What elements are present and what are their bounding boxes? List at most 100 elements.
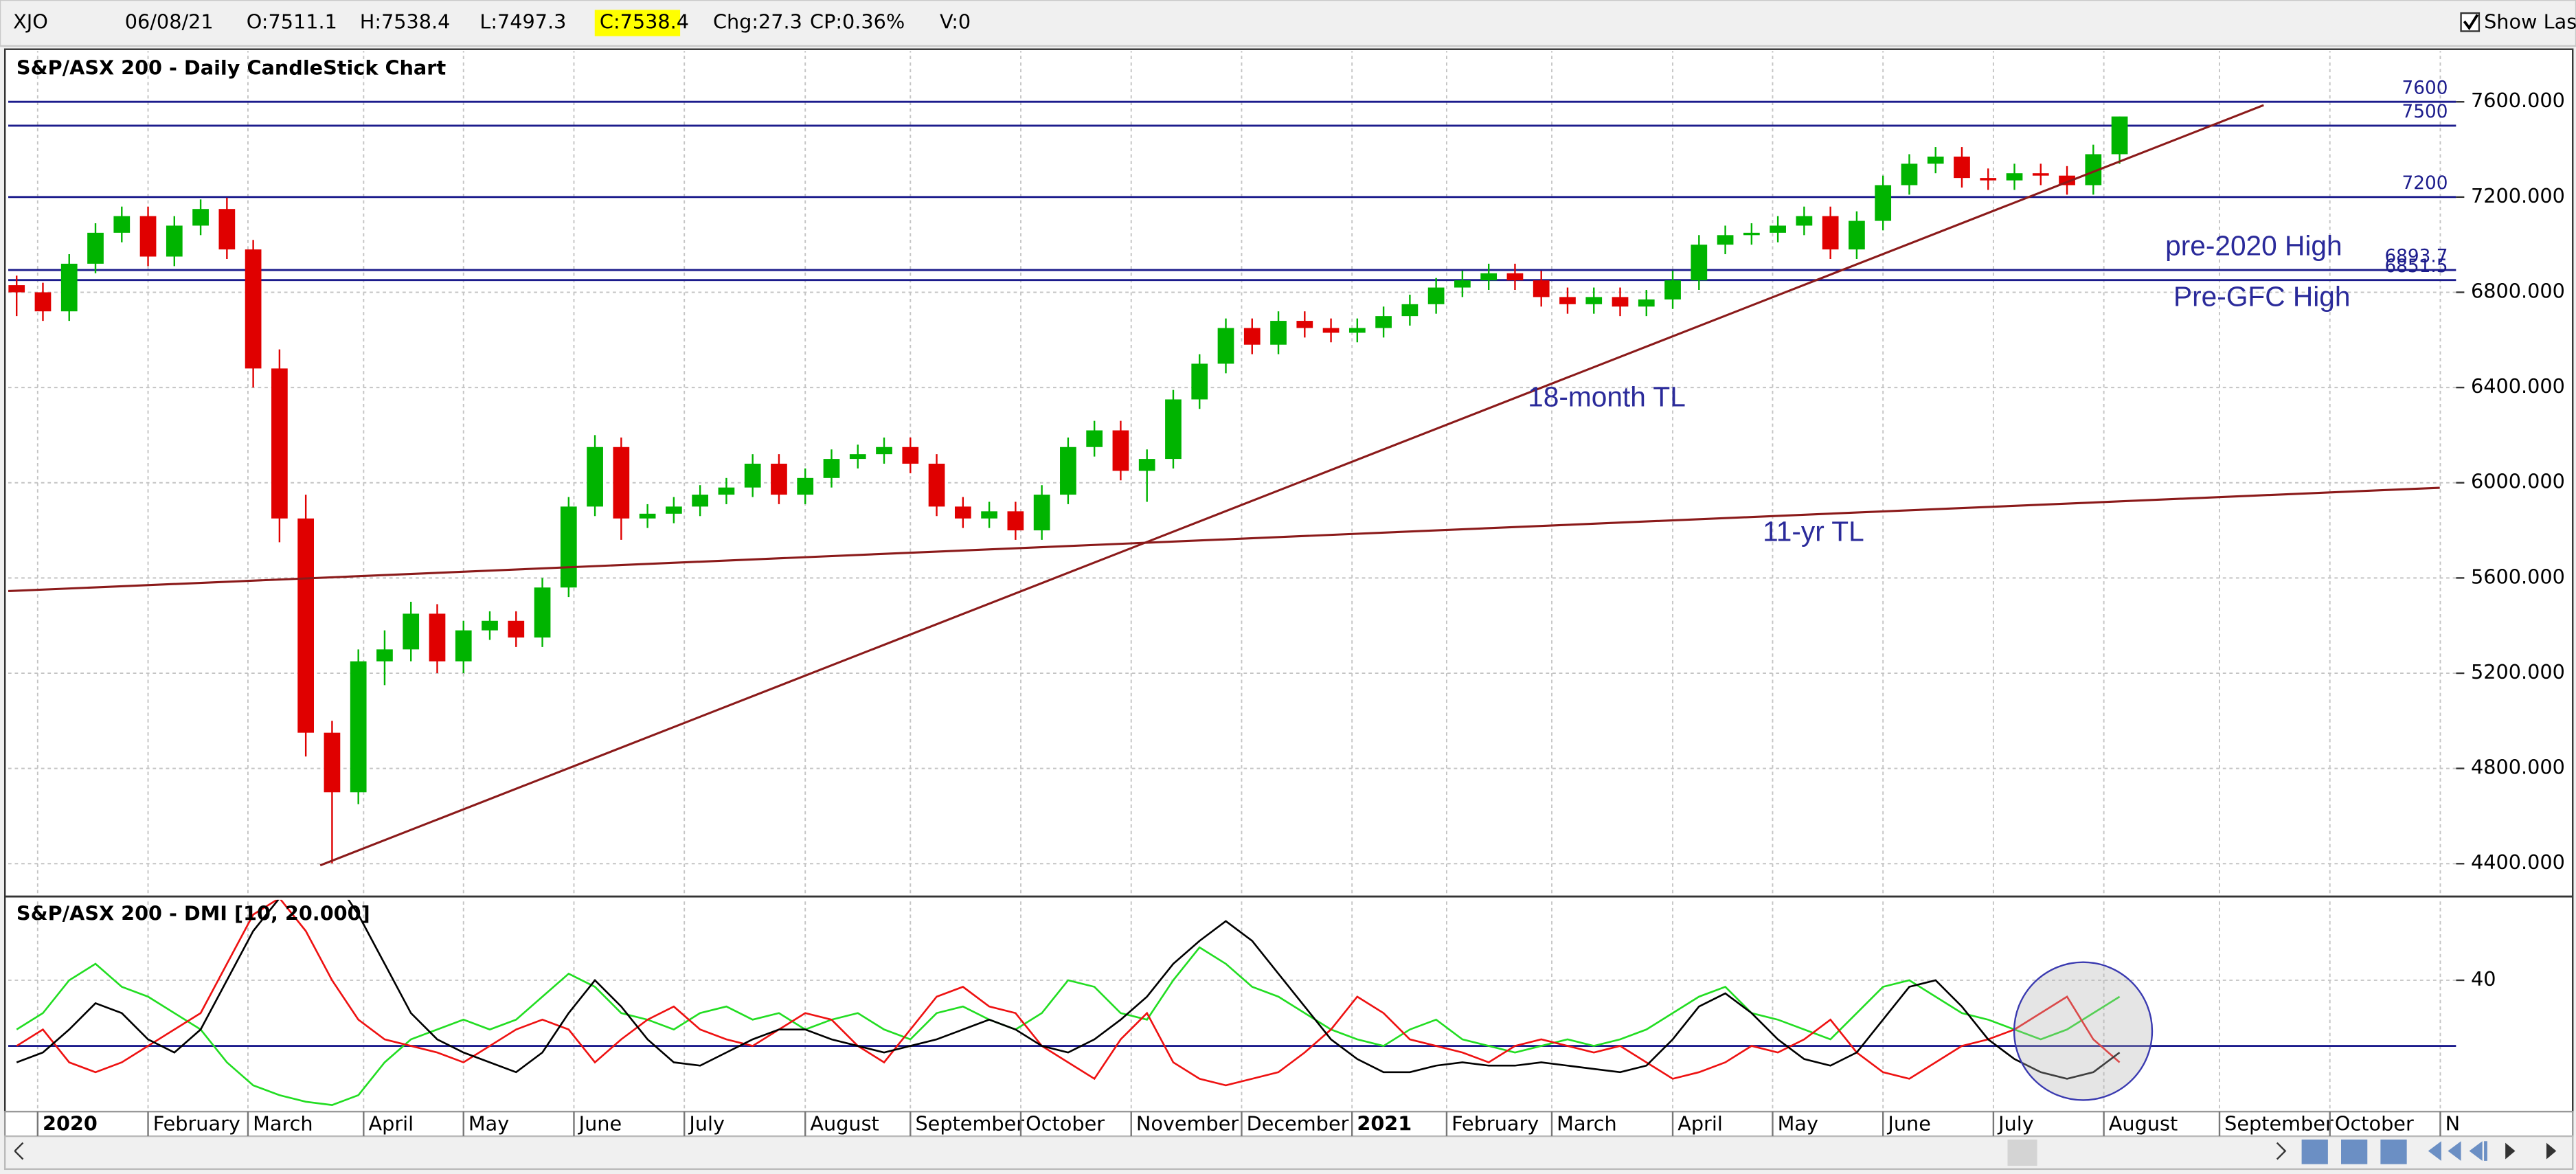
candle-body [666, 506, 682, 514]
y-tick-label: 5200.000 [2471, 660, 2565, 684]
indicator-line [16, 946, 2121, 1106]
y-tick-label: 6000.000 [2471, 470, 2565, 493]
candle-body [1822, 216, 1839, 250]
candle-body [1375, 316, 1392, 328]
candle-body [87, 232, 104, 264]
candle-body [60, 263, 78, 312]
candle-body [1927, 156, 1944, 164]
candle-body [560, 506, 577, 588]
candle-body [1480, 273, 1498, 281]
candle-body [771, 464, 787, 495]
x-tick-label: July [1997, 1111, 2034, 1135]
candle-body [1954, 156, 1970, 179]
x-tick-label: N [2445, 1111, 2460, 1135]
scroll-left[interactable] [14, 1142, 24, 1160]
candle-body [1427, 287, 1445, 304]
candle-body [1086, 430, 1103, 447]
candle-body [797, 477, 814, 495]
candle-body [1138, 459, 1155, 471]
panel-title: S&P/ASX 200 - DMI [10, 20.000] [16, 901, 370, 925]
candle-body [1191, 363, 1208, 400]
candle-body [455, 630, 472, 662]
nav-button[interactable] [2428, 1141, 2461, 1161]
scroll-right[interactable] [2276, 1142, 2287, 1160]
candle-body [403, 613, 420, 650]
candle-body [1559, 297, 1576, 304]
level-label: 7600 [2402, 78, 2448, 99]
x-tick-label: April [369, 1111, 414, 1135]
zoom-button[interactable] [2301, 1139, 2328, 1164]
candle-body [902, 447, 919, 464]
candle-body [823, 459, 840, 478]
x-tick-label: August [2109, 1111, 2178, 1135]
candle-body [954, 506, 971, 519]
candle-body [928, 464, 945, 507]
candle-body [1454, 280, 1471, 288]
x-tick-label: October [1026, 1111, 1105, 1135]
x-tick-label: November [1136, 1111, 1239, 1135]
close-highlight [594, 10, 681, 36]
candle-body [849, 454, 866, 460]
candle-body [429, 613, 446, 662]
date: 06/08/21 [125, 10, 214, 33]
close: C:7538.4 [600, 10, 689, 33]
candle-body [113, 216, 131, 233]
scroll-track[interactable] [3, 1135, 2574, 1171]
x-tick-label: March [253, 1111, 313, 1135]
low: L:7497.3 [479, 10, 566, 33]
nav-button[interactable] [2546, 1142, 2557, 1160]
annotation: Pre-GFC High [2173, 281, 2350, 313]
plot-area [8, 899, 2456, 1112]
candle-body [1217, 328, 1234, 364]
candle-body [639, 513, 656, 519]
nav-button[interactable] [2505, 1142, 2516, 1160]
candle-body [1849, 221, 1865, 250]
x-tick-label: September [915, 1111, 1024, 1135]
candle-body [2032, 173, 2049, 176]
candle-body [587, 447, 603, 507]
candle-body [245, 249, 262, 369]
y-tick-label: 4800.000 [2471, 756, 2565, 779]
level-label: 6893.7 [2384, 246, 2448, 267]
chart-area [3, 48, 2574, 1113]
candle-body [482, 620, 498, 631]
x-tick-label: July [688, 1111, 725, 1135]
candle-body [1875, 185, 1892, 221]
candle-body [718, 487, 735, 495]
candle-body [534, 587, 551, 638]
high: H:7538.4 [360, 10, 451, 33]
candle-body [166, 225, 183, 257]
zoom-button[interactable] [2380, 1139, 2407, 1164]
x-tick-label: October [2335, 1111, 2414, 1135]
x-tick-label: December [1247, 1111, 1349, 1135]
nav-button[interactable] [2469, 1141, 2487, 1161]
show-last-label[interactable]: Show Last [2484, 10, 2576, 33]
scroll-thumb[interactable] [2007, 1139, 2037, 1166]
candle-body [350, 661, 367, 793]
candle-body [744, 464, 761, 488]
candle-body [297, 518, 315, 733]
annotation: 18-month TL [1528, 381, 1686, 413]
indicator-line [16, 899, 2121, 1080]
candle-body [1401, 304, 1419, 317]
candle-body [324, 732, 341, 793]
zoom-button[interactable] [2341, 1139, 2368, 1164]
scrollbar [3, 1135, 2574, 1171]
candle-body [1717, 235, 1734, 245]
candle-body [192, 209, 209, 226]
candle-body [1638, 299, 1655, 307]
candle-body [1770, 225, 1786, 233]
candle-body [1980, 178, 1997, 181]
candle-body [508, 620, 525, 638]
candle-body [981, 511, 997, 519]
y-tick-label: 6800.000 [2471, 279, 2565, 302]
candle-body [1612, 297, 1629, 307]
level-label: 7200 [2402, 173, 2448, 194]
x-tick-label: June [578, 1111, 622, 1135]
candle-body [2111, 116, 2128, 155]
checkmark [2463, 14, 2479, 31]
candle-body [34, 292, 52, 312]
trendline [8, 486, 2440, 592]
candle-body [1165, 399, 1182, 460]
candle-body [1112, 430, 1129, 471]
